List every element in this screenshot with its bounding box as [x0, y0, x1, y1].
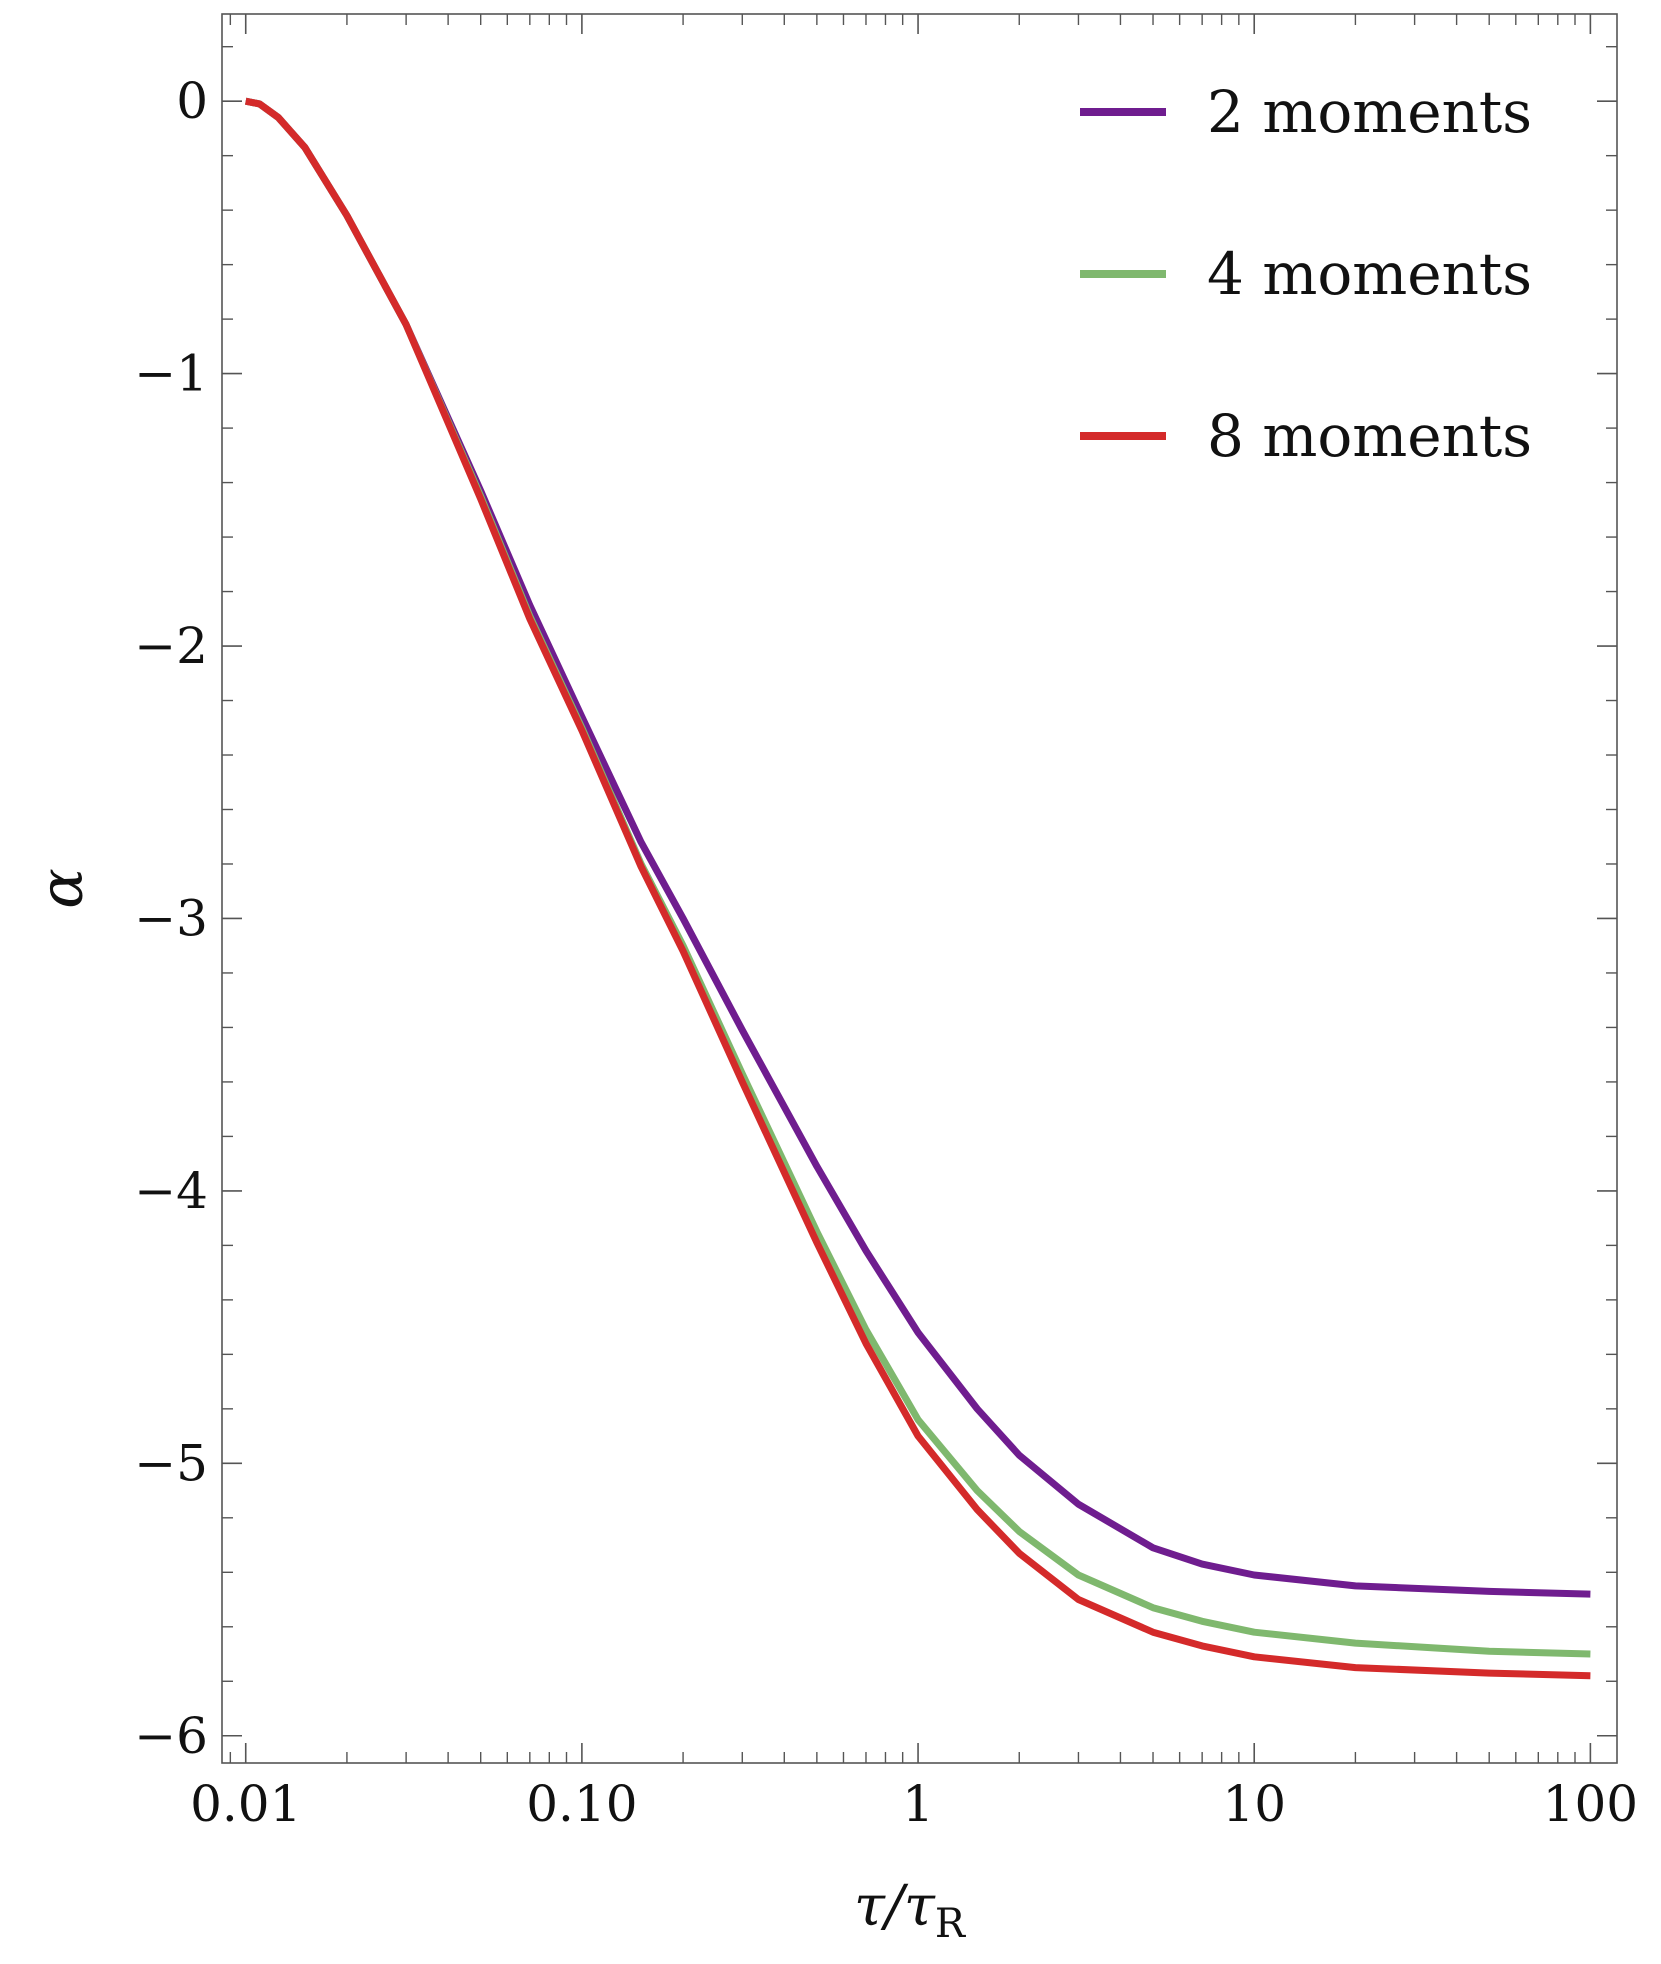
y-tick-labels: 0 −1 −2 −3 −4 −5 −6 — [134, 72, 208, 1765]
x-tick-label: 1 — [902, 1775, 934, 1833]
x-tick-label: 0.01 — [190, 1775, 301, 1833]
x-tick-label: 100 — [1543, 1775, 1638, 1833]
y-tick-label: −2 — [134, 617, 208, 675]
y-tick-label: −6 — [134, 1707, 208, 1765]
x-axis-label-main: τ/τ — [854, 1874, 936, 1939]
y-axis-label: α — [27, 868, 97, 909]
legend-entry: 4 moments — [1080, 240, 1532, 308]
legend: 2 moments 4 moments 8 moments — [1080, 78, 1532, 470]
y-tick-label: −5 — [134, 1434, 208, 1492]
series-line-3 — [245, 97, 1591, 1680]
plot-frame — [221, 13, 1618, 1764]
minor-ticks — [222, 14, 1617, 1763]
y-tick-label: −4 — [134, 1162, 208, 1220]
legend-label: 8 moments — [1207, 402, 1532, 470]
x-axis-label: τ/τR — [854, 1874, 967, 1947]
x-axis-label-subscript: R — [935, 1901, 967, 1947]
x-tick-label: 10 — [1222, 1775, 1286, 1833]
legend-entry: 2 moments — [1080, 78, 1532, 146]
y-tick-label: −1 — [134, 345, 208, 403]
series-lines — [245, 97, 1591, 1680]
x-tick-label: 0.10 — [526, 1775, 637, 1833]
legend-label: 2 moments — [1207, 78, 1532, 146]
major-ticks — [222, 14, 1617, 1763]
legend-entry: 8 moments — [1080, 402, 1532, 470]
y-tick-label: 0 — [176, 72, 208, 130]
y-tick-label: −3 — [134, 889, 208, 947]
legend-label: 4 moments — [1207, 240, 1532, 308]
x-tick-labels: 0.01 0.10 1 10 100 — [190, 1775, 1638, 1833]
